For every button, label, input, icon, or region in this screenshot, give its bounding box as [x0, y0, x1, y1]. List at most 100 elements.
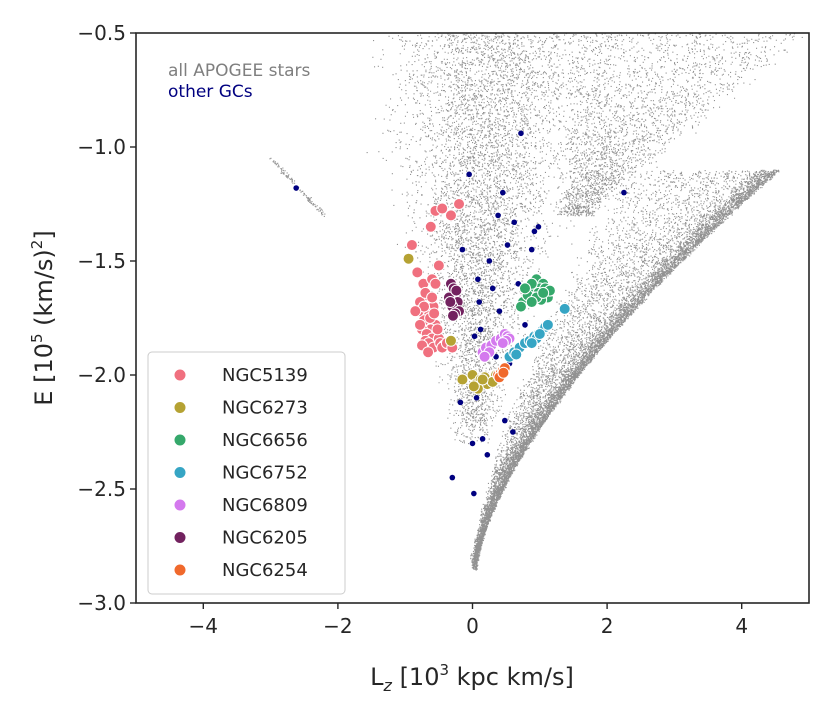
- other-gc-point: [493, 353, 499, 360]
- y-tick-label: −2.5: [77, 477, 126, 501]
- other-gc-point: [466, 171, 472, 178]
- cluster-point: [514, 300, 527, 313]
- other-gc-point: [449, 474, 456, 481]
- cluster-point: [525, 337, 538, 350]
- cluster-point: [467, 380, 480, 393]
- cluster-point: [558, 302, 571, 315]
- cluster-point: [432, 259, 445, 272]
- other-gc-point: [457, 399, 464, 406]
- legend-label-ngc5139: NGC5139: [222, 365, 308, 386]
- cluster-point: [444, 209, 457, 222]
- cluster-point: [428, 307, 441, 320]
- legend-label-ngc6205: NGC6205: [222, 528, 308, 549]
- other-gc-point: [528, 246, 535, 253]
- other-gc-point: [518, 130, 524, 137]
- other-gc-point: [476, 299, 483, 305]
- legend-marker-ngc6752: [173, 466, 187, 479]
- cluster-point: [431, 323, 444, 336]
- legend-marker-ngc6254: [173, 563, 187, 577]
- series-ngc5139: [405, 198, 466, 359]
- cluster-point: [537, 286, 550, 299]
- y-tick-label: −0.5: [77, 21, 126, 45]
- y-tick-label: −1.0: [77, 135, 126, 159]
- legend-label-ngc6656: NGC6656: [222, 430, 308, 451]
- cluster-point: [456, 373, 469, 386]
- other-gc-point: [515, 281, 522, 287]
- cluster-point: [446, 309, 459, 322]
- other-gc-point: [477, 326, 484, 333]
- legend-marker-ngc6656: [173, 433, 187, 447]
- other-gc-point: [495, 212, 501, 219]
- annotation-all-apogee-stars: all APOGEE stars: [168, 61, 311, 81]
- cluster-point: [436, 202, 449, 215]
- legend-label-ngc6254: NGC6254: [222, 560, 308, 581]
- legend-label-ngc6752: NGC6752: [222, 463, 308, 484]
- other-gc-point: [535, 224, 542, 230]
- other-gc-point: [293, 185, 299, 191]
- other-gc-point: [469, 440, 476, 447]
- legend: NGC5139 NGC6273 NGC6656 NGC6752 NGC6809 NGC62…: [147, 351, 346, 595]
- other-gc-point: [459, 246, 466, 253]
- series-ngc6656: [514, 273, 556, 313]
- cluster-point: [424, 220, 437, 233]
- other-gc-point: [484, 452, 491, 458]
- other-gcs-layer: [293, 130, 627, 497]
- cluster-point: [411, 266, 424, 279]
- cluster-point: [426, 291, 439, 304]
- y-tick-label: −1.5: [77, 249, 126, 273]
- cluster-point: [409, 305, 422, 318]
- other-gc-point: [471, 333, 478, 340]
- cluster-point: [453, 198, 466, 210]
- annotation-other-gcs: other GCs: [168, 82, 253, 102]
- cluster-point: [541, 318, 554, 331]
- cluster-point: [405, 239, 418, 252]
- legend-box: [147, 351, 346, 595]
- series-ngc6254: [492, 362, 511, 384]
- cluster-point: [518, 282, 531, 295]
- other-gc-point: [473, 395, 480, 401]
- cluster-point: [444, 296, 457, 309]
- other-gc-point: [479, 436, 486, 442]
- y-axis-ticks: −3.0 −2.5 −2.0 −1.5 −1.0 −0.5: [77, 21, 136, 615]
- other-gc-point: [475, 276, 481, 283]
- cluster-point: [533, 327, 546, 340]
- series-ngc6752: [503, 302, 571, 363]
- cluster-point: [525, 296, 538, 309]
- legend-marker-ngc6273: [173, 401, 187, 414]
- y-axis-title: E [105 (km/s)2]: [28, 230, 58, 405]
- x-tick-label: −2: [323, 614, 352, 638]
- y-tick-label: −2.0: [77, 363, 126, 387]
- cluster-point: [510, 348, 523, 361]
- other-gc-point: [522, 322, 528, 328]
- legend-marker-ngc5139: [173, 368, 187, 382]
- series-ngc6205: [442, 277, 466, 322]
- legend-label-ngc6273: NGC6273: [222, 398, 308, 419]
- cluster-point: [478, 350, 491, 363]
- cluster-point: [497, 366, 510, 379]
- x-tick-label: 0: [466, 614, 479, 638]
- x-axis-title: Lz [103 kpc km/s]: [370, 661, 574, 695]
- x-tick-label: 2: [601, 614, 614, 638]
- cluster-point: [429, 277, 442, 290]
- legend-marker-ngc6205: [173, 531, 187, 544]
- legend-marker-ngc6809: [173, 498, 187, 512]
- other-gc-point: [502, 417, 508, 424]
- other-gc-point: [486, 258, 493, 264]
- cluster-series-layer: [402, 198, 571, 395]
- other-gc-point: [496, 308, 503, 314]
- x-axis-ticks: −4 −2 0 2 4: [189, 603, 748, 638]
- other-gc-point: [621, 189, 627, 196]
- cluster-point: [450, 284, 463, 297]
- other-gc-point: [510, 429, 516, 435]
- cluster-point: [402, 252, 415, 265]
- other-gc-point: [504, 242, 511, 248]
- other-gc-point: [489, 285, 496, 292]
- other-gc-point: [499, 189, 506, 196]
- y-tick-label: −3.0: [77, 591, 126, 615]
- cluster-point: [444, 334, 457, 347]
- x-tick-label: 4: [735, 614, 748, 638]
- cluster-point: [414, 318, 427, 331]
- cluster-point: [422, 346, 435, 359]
- cluster-point: [476, 373, 489, 386]
